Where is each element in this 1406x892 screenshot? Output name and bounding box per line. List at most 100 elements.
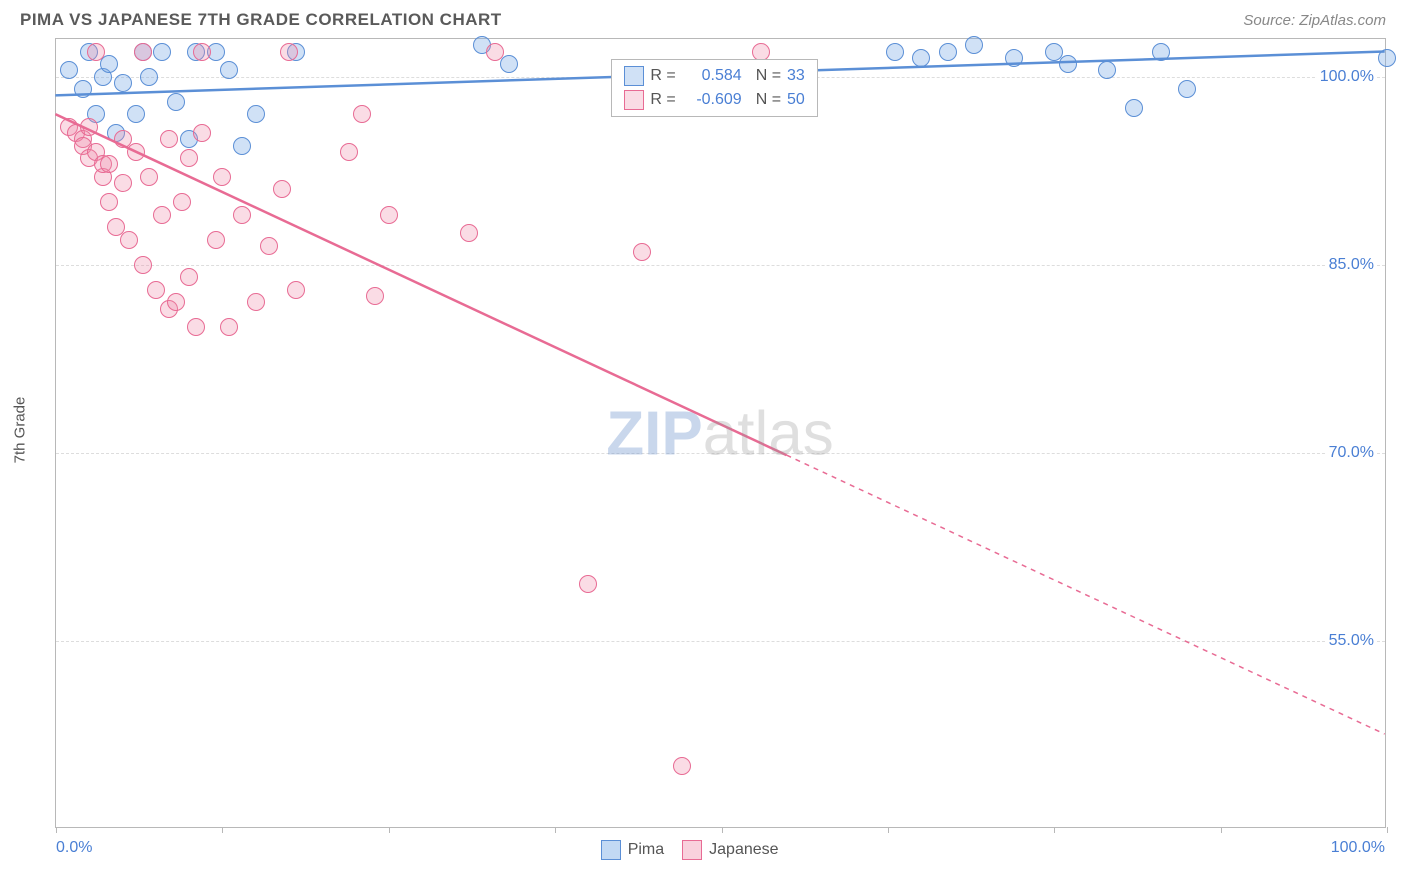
gridline <box>56 453 1385 454</box>
data-point <box>912 49 930 67</box>
data-point <box>247 105 265 123</box>
data-point <box>233 206 251 224</box>
data-point <box>260 237 278 255</box>
data-point <box>220 61 238 79</box>
data-point <box>180 149 198 167</box>
chart-title: PIMA VS JAPANESE 7TH GRADE CORRELATION C… <box>20 10 502 30</box>
data-point <box>340 143 358 161</box>
gridline <box>56 265 1385 266</box>
data-point <box>353 105 371 123</box>
data-point <box>287 281 305 299</box>
r-value: 0.584 <box>682 64 742 88</box>
data-point <box>140 68 158 86</box>
legend-swatch <box>624 66 644 86</box>
data-point <box>886 43 904 61</box>
data-point <box>180 268 198 286</box>
data-point <box>213 168 231 186</box>
data-point <box>673 757 691 775</box>
x-tick <box>389 827 390 833</box>
data-point <box>247 293 265 311</box>
legend-label: Japanese <box>709 841 778 859</box>
data-point <box>127 143 145 161</box>
x-tick <box>1221 827 1222 833</box>
data-point <box>1178 80 1196 98</box>
data-point <box>1378 49 1396 67</box>
chart-plot-area: 55.0%70.0%85.0%100.0%0.0%100.0% ZIPatlas… <box>55 38 1386 828</box>
series-legend: Pima Japanese <box>601 840 779 860</box>
r-value: -0.609 <box>682 88 742 112</box>
legend-swatch <box>682 840 702 860</box>
data-point <box>120 231 138 249</box>
legend-top-row: R = -0.609 N =50 <box>624 88 804 112</box>
data-point <box>187 318 205 336</box>
data-point <box>273 180 291 198</box>
legend-label: Pima <box>628 841 664 859</box>
data-point <box>233 137 251 155</box>
chart-header: PIMA VS JAPANESE 7TH GRADE CORRELATION C… <box>0 0 1406 38</box>
data-point <box>939 43 957 61</box>
data-point <box>1125 99 1143 117</box>
data-point <box>160 130 178 148</box>
data-point <box>167 93 185 111</box>
x-tick <box>1387 827 1388 833</box>
y-tick-label: 100.0% <box>1317 68 1377 86</box>
data-point <box>87 43 105 61</box>
data-point <box>193 43 211 61</box>
gridline <box>56 641 1385 642</box>
data-point <box>127 105 145 123</box>
x-tick <box>1054 827 1055 833</box>
data-point <box>173 193 191 211</box>
data-point <box>1098 61 1116 79</box>
legend-top-row: R = 0.584 N =33 <box>624 64 804 88</box>
data-point <box>193 124 211 142</box>
legend-swatch <box>624 90 644 110</box>
x-tick-label-max: 100.0% <box>1331 839 1385 857</box>
data-point <box>1152 43 1170 61</box>
data-point <box>220 318 238 336</box>
y-tick-label: 70.0% <box>1326 444 1377 462</box>
n-label: N = <box>756 64 781 88</box>
x-tick <box>888 827 889 833</box>
n-value: 50 <box>787 88 805 112</box>
data-point <box>134 256 152 274</box>
data-point <box>134 43 152 61</box>
x-tick <box>722 827 723 833</box>
data-point <box>140 168 158 186</box>
correlation-legend: R = 0.584 N =33 R = -0.609 N =50 <box>611 59 817 117</box>
data-point <box>114 174 132 192</box>
data-point <box>366 287 384 305</box>
data-point <box>114 74 132 92</box>
n-label: N = <box>756 88 781 112</box>
x-tick-label-min: 0.0% <box>56 839 92 857</box>
legend-swatch <box>601 840 621 860</box>
x-tick <box>56 827 57 833</box>
data-point <box>153 43 171 61</box>
data-point <box>147 281 165 299</box>
r-label: R = <box>650 88 675 112</box>
source-attribution: Source: ZipAtlas.com <box>1243 12 1386 29</box>
data-point <box>965 36 983 54</box>
legend-bottom-item: Japanese <box>682 840 778 860</box>
r-label: R = <box>650 64 675 88</box>
data-point <box>380 206 398 224</box>
data-point <box>500 55 518 73</box>
data-point <box>100 155 118 173</box>
data-point <box>579 575 597 593</box>
data-point <box>460 224 478 242</box>
data-point <box>100 193 118 211</box>
legend-bottom-item: Pima <box>601 840 664 860</box>
y-tick-label: 55.0% <box>1326 632 1377 650</box>
x-tick <box>555 827 556 833</box>
data-point <box>153 206 171 224</box>
data-point <box>1005 49 1023 67</box>
data-point <box>1059 55 1077 73</box>
data-point <box>280 43 298 61</box>
data-point <box>74 80 92 98</box>
x-tick <box>222 827 223 833</box>
data-point <box>167 293 185 311</box>
data-point <box>633 243 651 261</box>
y-axis-label: 7th Grade <box>12 397 29 464</box>
n-value: 33 <box>787 64 805 88</box>
data-point <box>60 61 78 79</box>
data-point <box>486 43 504 61</box>
